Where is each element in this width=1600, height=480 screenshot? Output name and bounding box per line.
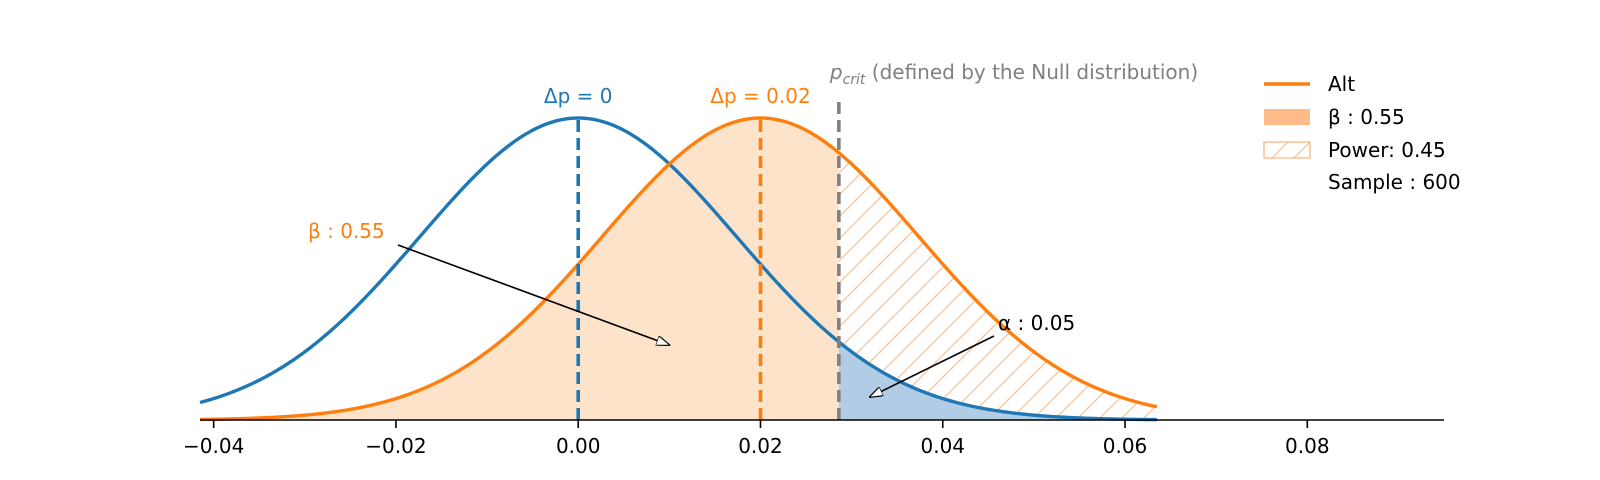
- x-tick-label: 0.06: [1103, 434, 1148, 458]
- alpha-annotation-arrow: [870, 335, 995, 397]
- p-crit-symbol: p: [829, 60, 843, 84]
- x-ticks: −0.04 −0.02 0.00 0.02 0.04 0.06 0.08: [183, 420, 1330, 458]
- beta-annotation-arrow: [397, 244, 669, 345]
- x-tick-label: 0.00: [556, 434, 601, 458]
- legend-power-label: Power: 0.45: [1328, 138, 1446, 162]
- beta-annotation-label: β : 0.55: [308, 219, 385, 243]
- x-tick-label: −0.02: [365, 434, 426, 458]
- null-distribution-line: [199, 116, 1157, 422]
- x-tick-label: 0.02: [738, 434, 783, 458]
- alpha-annotation-label: α : 0.05: [998, 311, 1075, 335]
- legend-power-swatch: [1263, 141, 1311, 159]
- x-tick-label: 0.04: [920, 434, 965, 458]
- power-hatch-area: [838, 152, 1157, 420]
- x-tick-label: 0.08: [1285, 434, 1330, 458]
- alt-distribution-line: [199, 116, 1158, 422]
- p-crit-subscript: crit: [843, 72, 866, 88]
- legend: Alt β : 0.55 Power: 0.45 Sample : 600: [1263, 72, 1461, 194]
- alpha-area: [838, 341, 1157, 420]
- p-crit-description: (defined by the Null distribution): [865, 60, 1198, 84]
- legend-sample-label: Sample : 600: [1328, 170, 1461, 194]
- legend-alt-label: Alt: [1328, 72, 1355, 96]
- null-mean-label: Δp = 0: [544, 84, 613, 108]
- legend-beta-swatch: [1264, 109, 1310, 125]
- x-tick-label: −0.04: [183, 434, 244, 458]
- plot-area: −0.04 −0.02 0.00 0.02 0.04 0.06 0.08 Δp = 0 Δp…: [183, 60, 1444, 458]
- legend-beta-label: β : 0.55: [1328, 105, 1405, 129]
- p-crit-label: pcrit (defined by the Null distribution): [829, 60, 1198, 88]
- alt-mean-label: Δp = 0.02: [710, 84, 810, 108]
- beta-area: [200, 118, 839, 420]
